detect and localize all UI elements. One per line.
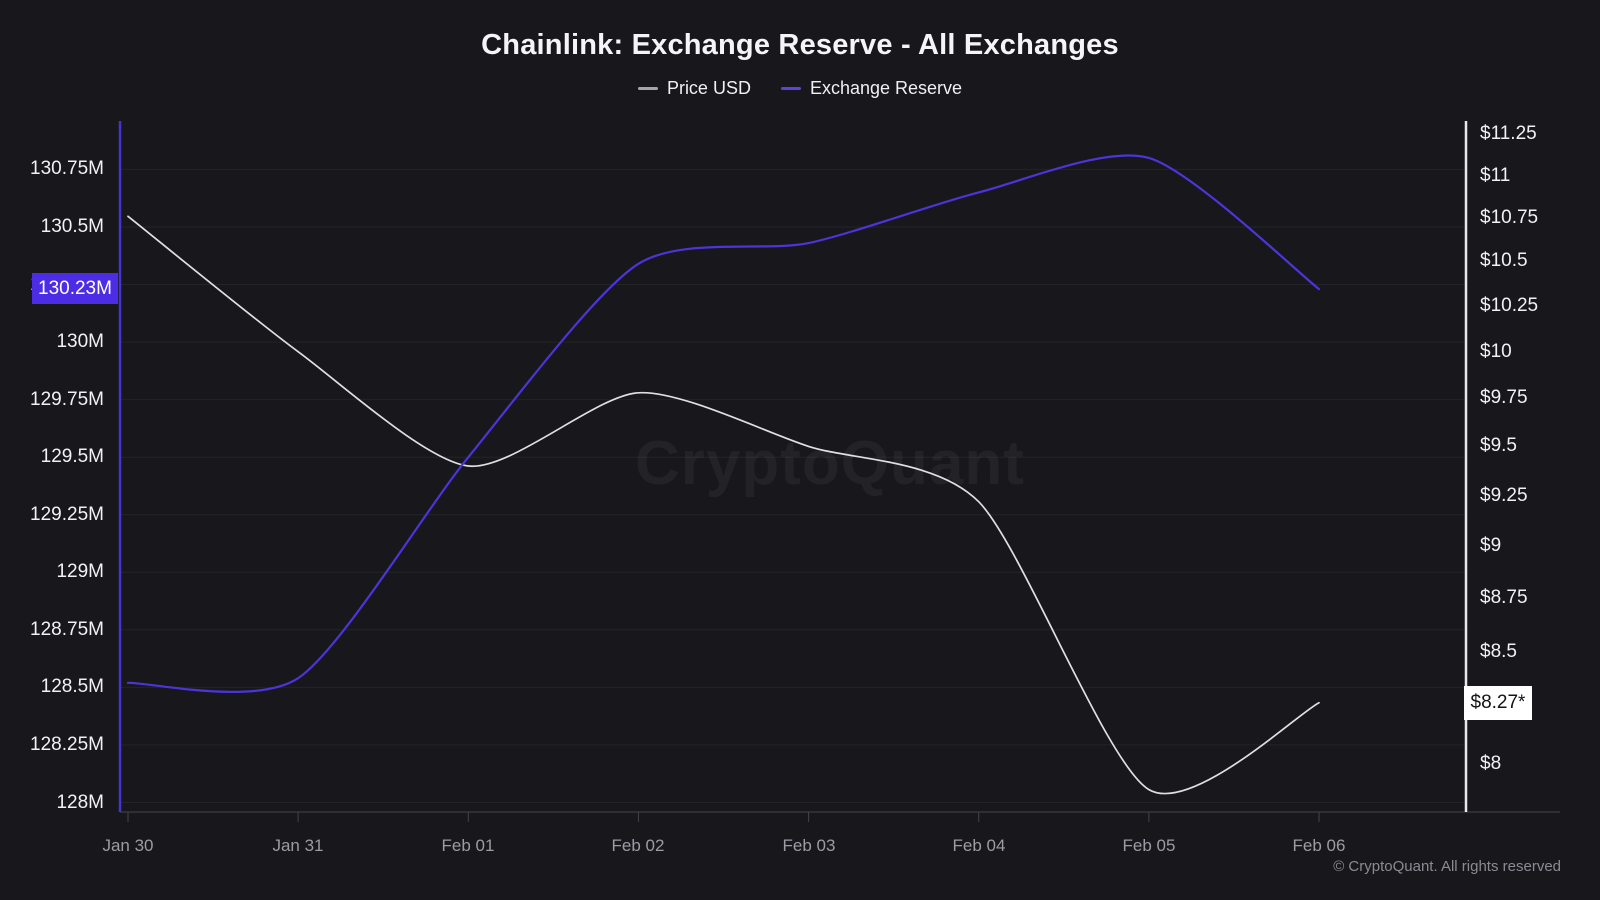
x-axis-tick-label: Jan 31 xyxy=(238,836,358,856)
reserve-current-value-badge: 130.23M xyxy=(32,273,118,304)
right-axis-tick-label: $10.75 xyxy=(1480,206,1590,230)
right-axis-tick-label: $11 xyxy=(1480,164,1590,188)
x-axis-tick-label: Feb 04 xyxy=(919,836,1039,856)
left-axis-tick-label: 130.5M xyxy=(0,215,104,239)
copyright-notice: © CryptoQuant. All rights reserved xyxy=(1333,858,1561,875)
exchange-reserve-line[interactable] xyxy=(128,155,1319,691)
right-axis-tick-label: $8 xyxy=(1480,752,1590,776)
price-usd-line[interactable] xyxy=(128,216,1319,793)
chart-window: Chainlink: Exchange Reserve - All Exchan… xyxy=(0,0,1600,900)
x-axis-tick-label: Jan 30 xyxy=(68,836,188,856)
price-current-value-badge: $8.27* xyxy=(1464,686,1532,720)
right-axis-tick-label: $10.25 xyxy=(1480,294,1590,318)
plot-area[interactable] xyxy=(0,0,1600,900)
x-axis-tick-label: Feb 02 xyxy=(578,836,698,856)
left-axis-tick-label: 129.75M xyxy=(0,388,104,412)
right-axis-tick-label: $8.5 xyxy=(1480,640,1590,664)
right-axis-tick-label: $9.25 xyxy=(1480,484,1590,508)
left-axis-tick-label: 129.25M xyxy=(0,503,104,527)
right-axis-tick-label: $9.5 xyxy=(1480,434,1590,458)
right-axis-tick-label: $8.75 xyxy=(1480,586,1590,610)
right-axis-tick-label: $9 xyxy=(1480,534,1590,558)
x-axis-tick-label: Feb 05 xyxy=(1089,836,1209,856)
left-axis-tick-label: 130.75M xyxy=(0,157,104,181)
x-axis-tick-label: Feb 06 xyxy=(1259,836,1379,856)
left-axis-tick-label: 128.75M xyxy=(0,618,104,642)
x-axis-tick-label: Feb 01 xyxy=(408,836,528,856)
left-axis-tick-label: 128.5M xyxy=(0,675,104,699)
right-axis-tick-label: $11.25 xyxy=(1480,122,1590,146)
x-axis-tick-label: Feb 03 xyxy=(749,836,869,856)
right-axis-tick-label: $9.75 xyxy=(1480,386,1590,410)
left-axis-tick-label: 128M xyxy=(0,791,104,815)
left-axis-tick-label: 129.5M xyxy=(0,445,104,469)
right-axis-tick-label: $10 xyxy=(1480,340,1590,364)
right-axis-tick-label: $10.5 xyxy=(1480,249,1590,273)
left-axis-tick-label: 130M xyxy=(0,330,104,354)
left-axis-tick-label: 129M xyxy=(0,560,104,584)
left-axis-tick-label: 128.25M xyxy=(0,733,104,757)
